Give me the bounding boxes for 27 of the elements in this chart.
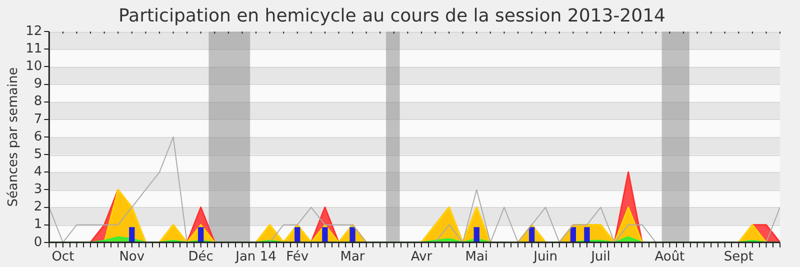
y-tick-label: 0: [34, 234, 42, 250]
x-tick-label: Mar: [340, 250, 366, 265]
x-tick-label: Juin: [532, 250, 558, 265]
x-tick-label: Oct: [52, 250, 74, 265]
y-tick-label: 11: [26, 42, 42, 57]
y-tick-label: 9: [34, 76, 42, 92]
y-tick-label: 5: [34, 146, 42, 162]
y-axis-title: Séances par semaine: [6, 67, 22, 207]
y-tick-label: 2: [34, 200, 42, 215]
x-tick-label: Avr: [410, 250, 433, 265]
y-tick-label: 6: [34, 129, 42, 144]
x-tick-label: Déc: [188, 250, 214, 265]
y-tick-label: 7: [34, 112, 42, 127]
x-tick-label: Jan 14: [234, 250, 276, 265]
y-tick-label: 12: [26, 24, 42, 39]
y-tick-label: 3: [34, 182, 42, 198]
x-tick-label: Mai: [465, 250, 488, 265]
y-tick-label: 1: [34, 217, 42, 232]
y-tick-label: 8: [34, 94, 42, 110]
y-tick-label: 4: [34, 164, 42, 180]
x-tick-label: Fév: [286, 250, 309, 265]
x-tick-label: Août: [654, 250, 685, 265]
x-tick-label: Sept: [724, 250, 754, 265]
y-tick-label: 10: [26, 59, 42, 74]
x-tick-label: Juil: [590, 250, 610, 265]
chart-title: Participation en hemicycle au cours de la session 2013-2014: [118, 5, 666, 26]
x-tick-label: Nov: [119, 250, 145, 265]
